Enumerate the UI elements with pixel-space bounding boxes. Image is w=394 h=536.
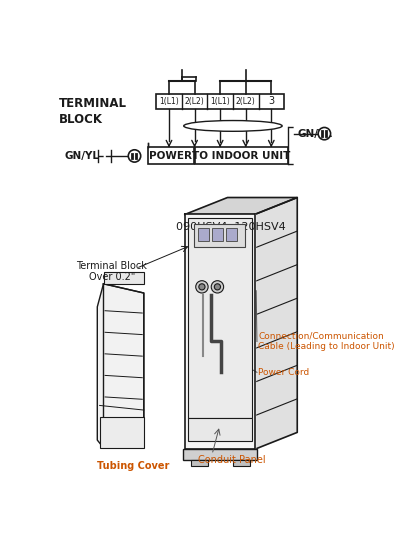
Bar	[156, 94, 284, 109]
Bar	[212, 228, 223, 241]
Text: 1(L1): 1(L1)	[210, 97, 230, 106]
Bar	[182, 449, 257, 460]
Text: 3: 3	[268, 96, 274, 106]
Bar	[188, 218, 251, 418]
Text: Conduit Panel: Conduit Panel	[198, 456, 266, 465]
Text: Power Cord: Power Cord	[258, 368, 310, 377]
Text: 2(L2): 2(L2)	[185, 97, 204, 106]
Text: 1(L1): 1(L1)	[159, 97, 179, 106]
Polygon shape	[255, 198, 297, 449]
Text: GN/YL: GN/YL	[297, 129, 332, 139]
Bar	[195, 147, 288, 165]
Bar	[104, 272, 144, 284]
Bar	[194, 224, 245, 247]
Bar	[188, 418, 251, 441]
Polygon shape	[185, 214, 255, 449]
Text: TERMINAL
BLOCK: TERMINAL BLOCK	[59, 96, 126, 125]
Polygon shape	[185, 198, 297, 214]
Circle shape	[318, 128, 331, 140]
Text: 090HSV4, 120HSV4: 090HSV4, 120HSV4	[176, 222, 286, 232]
Circle shape	[214, 284, 221, 290]
Text: GN/YL: GN/YL	[65, 151, 100, 161]
Bar	[148, 147, 194, 165]
Circle shape	[211, 281, 224, 293]
Text: Terminal Block
Over 0.2": Terminal Block Over 0.2"	[76, 260, 147, 282]
Bar	[191, 460, 208, 466]
Text: Tubing Cover: Tubing Cover	[97, 461, 170, 471]
Circle shape	[196, 281, 208, 293]
Polygon shape	[97, 284, 144, 448]
Text: POWER: POWER	[149, 151, 192, 161]
Bar	[198, 228, 209, 241]
Bar	[100, 417, 144, 448]
Ellipse shape	[184, 121, 282, 131]
Bar	[226, 228, 237, 241]
Bar	[233, 460, 250, 466]
Text: TO INDOOR UNIT: TO INDOOR UNIT	[192, 151, 291, 161]
Circle shape	[199, 284, 205, 290]
Text: Connection/Communication
Cable (Leading to Indoor Unit): Connection/Communication Cable (Leading …	[258, 332, 394, 351]
Circle shape	[128, 150, 141, 162]
Text: 2(L2): 2(L2)	[236, 97, 256, 106]
